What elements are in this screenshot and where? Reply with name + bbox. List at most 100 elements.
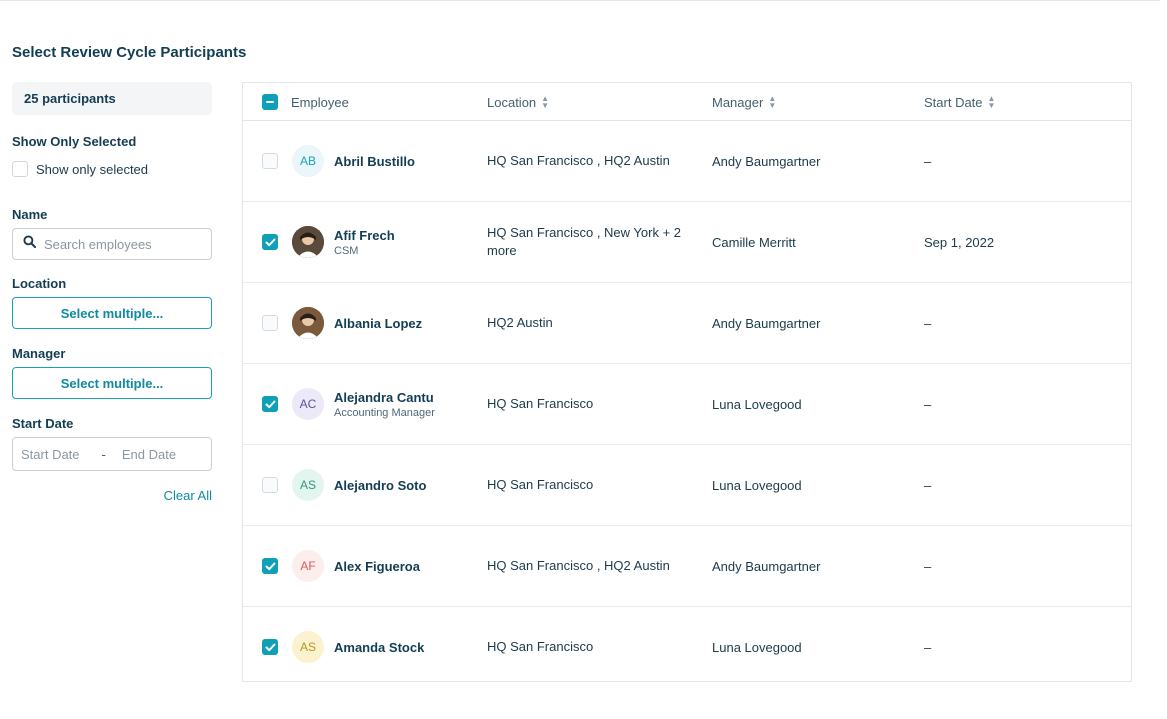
employee-name: Abril Bustillo xyxy=(334,153,415,169)
avatar xyxy=(292,226,324,258)
table-row[interactable]: AS Amanda Stock HQ San Francisco Luna Lo… xyxy=(243,607,1131,681)
row-select-cell xyxy=(262,607,278,681)
header-start-date[interactable]: Start Date ▲ ▼ xyxy=(924,83,995,121)
table-row[interactable]: AC Alejandra Cantu Accounting Manager HQ… xyxy=(243,364,1131,445)
header-manager[interactable]: Manager ▲ ▼ xyxy=(712,83,776,121)
start-date-input[interactable]: Start Date xyxy=(21,446,80,462)
end-date-input[interactable]: End Date xyxy=(121,446,177,462)
avatar: AB xyxy=(292,145,324,177)
avatar: AS xyxy=(292,469,324,501)
manager-select-button[interactable]: Select multiple... xyxy=(12,367,212,399)
row-select-cell xyxy=(262,364,278,444)
show-only-selected-toggle[interactable]: Show only selected xyxy=(12,161,212,177)
row-checkbox[interactable] xyxy=(262,234,278,250)
name-filter-label: Name xyxy=(12,207,48,222)
search-field[interactable] xyxy=(12,228,212,260)
row-select-cell xyxy=(262,445,278,525)
select-all-checkbox[interactable] xyxy=(262,94,278,110)
row-checkbox[interactable] xyxy=(262,639,278,655)
location-cell: HQ2 Austin xyxy=(487,315,553,330)
manager-cell: Luna Lovegood xyxy=(712,477,802,493)
location-select-button[interactable]: Select multiple... xyxy=(12,297,212,329)
manager-filter-label: Manager xyxy=(12,346,66,361)
location-cell: HQ San Francisco xyxy=(487,477,594,492)
location-cell: HQ San Francisco , HQ2 Austin xyxy=(487,153,670,168)
start-date-cell: – xyxy=(924,477,932,493)
show-only-selected-text: Show only selected xyxy=(36,161,149,177)
employee-role: Accounting Manager xyxy=(334,406,435,419)
manager-cell: Luna Lovegood xyxy=(712,396,802,412)
start-date-cell: – xyxy=(924,558,932,574)
table-row[interactable]: Albania Lopez HQ2 Austin Andy Baumgartne… xyxy=(243,283,1131,364)
manager-cell: Luna Lovegood xyxy=(712,639,802,655)
header-location[interactable]: Location ▲ ▼ xyxy=(487,83,549,121)
manager-cell: Andy Baumgartner xyxy=(712,153,821,169)
header-start-date-label[interactable]: Start Date xyxy=(924,94,983,110)
avatar: AS xyxy=(292,631,324,663)
row-checkbox[interactable] xyxy=(262,477,278,493)
header-employee-label: Employee xyxy=(291,94,349,110)
start-date-cell: – xyxy=(924,396,932,412)
select-all-cell xyxy=(262,83,278,121)
date-separator: - xyxy=(101,446,106,462)
page-title: Select Review Cycle Participants xyxy=(12,44,247,61)
start-date-cell: – xyxy=(924,639,932,655)
employee-name: Alex Figueroa xyxy=(334,558,420,574)
header-employee: Employee xyxy=(291,83,349,121)
row-checkbox[interactable] xyxy=(262,315,278,331)
clear-all-link[interactable]: Clear All xyxy=(163,488,212,503)
avatar: AC xyxy=(292,388,324,420)
employee-cell: AF Alex Figueroa xyxy=(292,526,420,606)
sort-icon[interactable]: ▲ ▼ xyxy=(541,94,550,110)
employee-name: Albania Lopez xyxy=(334,315,423,331)
search-icon xyxy=(23,235,37,253)
employee-cell: Albania Lopez xyxy=(292,283,422,363)
search-input[interactable] xyxy=(44,236,194,252)
location-cell: HQ San Francisco xyxy=(487,639,594,654)
participants-count: 25 participants xyxy=(12,82,212,115)
table-header: Employee Location ▲ ▼ Manager ▲ ▼ Start Da… xyxy=(243,83,1131,121)
employee-name: Afif Frech xyxy=(334,227,395,243)
row-select-cell xyxy=(262,202,278,282)
person-photo-icon xyxy=(292,226,324,258)
start-date-cell: – xyxy=(924,315,932,331)
filter-sidebar: 25 participants Show Only Selected Show … xyxy=(12,82,212,503)
employee-role: CSM xyxy=(334,244,359,257)
start-date-filter-label: Start Date xyxy=(12,416,74,431)
table-row[interactable]: AS Alejandro Soto HQ San Francisco Luna … xyxy=(243,445,1131,526)
header-manager-label[interactable]: Manager xyxy=(712,94,764,110)
show-only-selected-checkbox[interactable] xyxy=(12,161,28,177)
table-body: AB Abril Bustillo HQ San Francisco , HQ2… xyxy=(243,121,1131,681)
sort-icon[interactable]: ▲ ▼ xyxy=(987,94,996,110)
table-row[interactable]: Afif Frech CSM HQ San Francisco , New Yo… xyxy=(243,202,1131,283)
row-select-cell xyxy=(262,121,278,201)
avatar: AF xyxy=(292,550,324,582)
show-only-selected-label: Show Only Selected xyxy=(12,134,137,149)
sort-icon[interactable]: ▲ ▼ xyxy=(768,94,777,110)
row-select-cell xyxy=(262,283,278,363)
date-range-picker[interactable]: Start Date - End Date xyxy=(12,437,212,471)
location-cell: HQ San Francisco , New York + 2 more xyxy=(487,225,682,258)
employee-name: Alejandra Cantu xyxy=(334,389,434,405)
participants-table: Employee Location ▲ ▼ Manager ▲ ▼ Start Da… xyxy=(242,82,1132,682)
start-date-cell: Sep 1, 2022 xyxy=(924,234,995,250)
row-checkbox[interactable] xyxy=(262,558,278,574)
table-row[interactable]: AB Abril Bustillo HQ San Francisco , HQ2… xyxy=(243,121,1131,202)
start-date-cell: – xyxy=(924,153,932,169)
employee-name: Alejandro Soto xyxy=(334,477,427,493)
header-location-label[interactable]: Location xyxy=(487,94,537,110)
row-checkbox[interactable] xyxy=(262,396,278,412)
employee-cell: Afif Frech CSM xyxy=(292,202,395,282)
location-cell: HQ San Francisco , HQ2 Austin xyxy=(487,558,670,573)
manager-cell: Camille Merritt xyxy=(712,234,796,250)
manager-cell: Andy Baumgartner xyxy=(712,558,821,574)
row-checkbox[interactable] xyxy=(262,153,278,169)
avatar xyxy=(292,307,324,339)
employee-cell: AC Alejandra Cantu Accounting Manager xyxy=(292,364,435,444)
person-photo-icon xyxy=(292,307,324,339)
location-cell: HQ San Francisco xyxy=(487,396,594,411)
employee-cell: AS Alejandro Soto xyxy=(292,445,426,525)
table-row[interactable]: AF Alex Figueroa HQ San Francisco , HQ2 … xyxy=(243,526,1131,607)
employee-cell: AB Abril Bustillo xyxy=(292,121,415,201)
location-filter-label: Location xyxy=(12,276,67,291)
